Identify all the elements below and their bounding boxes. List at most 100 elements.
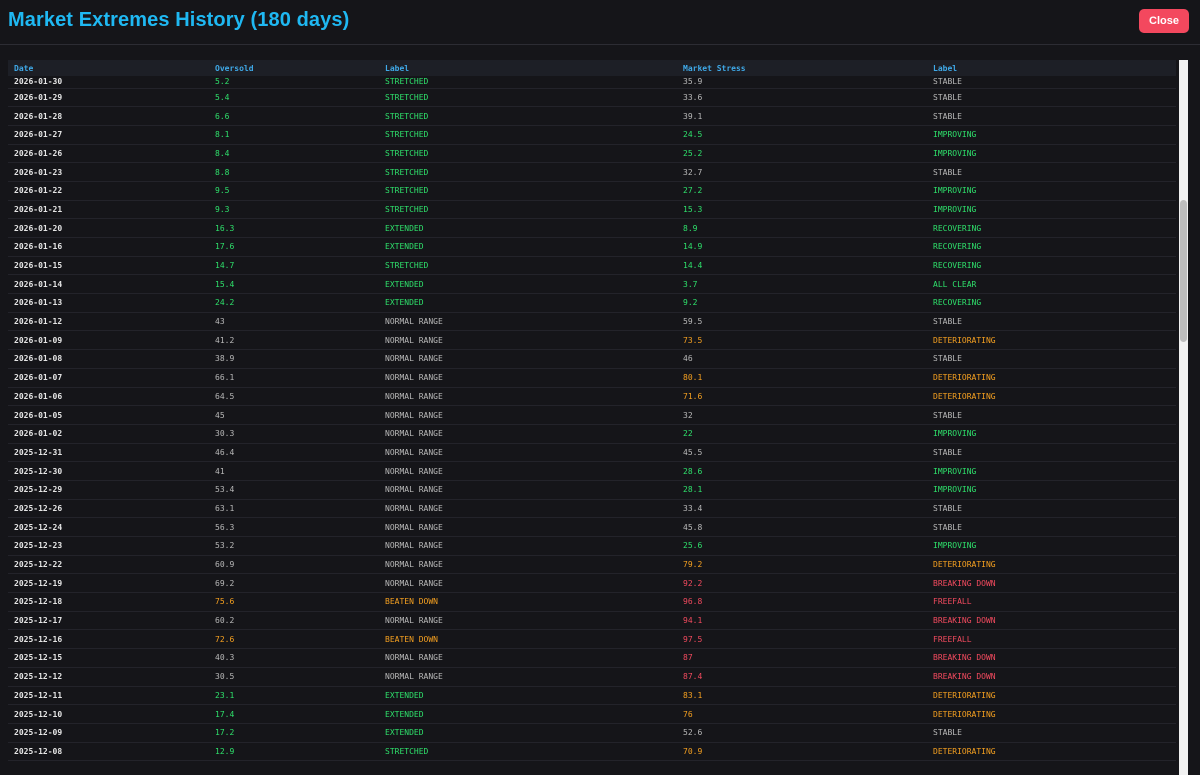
table-body: 2026-01-30 5.2 STRETCHED 35.9 STABLE 2026-01-… <box>8 76 1176 761</box>
date-cell: 2026-01-23 <box>14 167 63 177</box>
table-row: 2026-01-26 8.4 STRETCHED 25.2 IMPROVING <box>8 144 1176 163</box>
date-cell: 2025-12-26 <box>14 503 63 513</box>
vertical-scrollbar[interactable] <box>1179 60 1188 775</box>
oversold-label-cell: NORMAL RANGE <box>385 578 443 588</box>
table-row: 2025-12-31 46.4 NORMAL RANGE 45.5 STABLE <box>8 443 1176 462</box>
table-row: 2025-12-15 40.3 NORMAL RANGE 87 BREAKING DOW… <box>8 649 1176 668</box>
oversold-label-cell: NORMAL RANGE <box>385 522 443 532</box>
close-button[interactable]: Close <box>1139 9 1189 33</box>
stress-label-cell: IMPROVING <box>933 130 977 140</box>
table-row: 2026-01-16 17.6 EXTENDED 14.9 RECOVERING <box>8 238 1176 257</box>
oversold-label-cell: STRETCHED <box>385 111 429 121</box>
date-cell: 2026-01-20 <box>14 223 63 233</box>
oversold-label-cell: STRETCHED <box>385 167 429 177</box>
market-stress-cell: 94.1 <box>683 616 703 626</box>
oversold-label-cell: EXTENDED <box>385 728 424 738</box>
table-row: 2025-12-11 23.1 EXTENDED 83.1 DETERIORATING <box>8 686 1176 705</box>
table-row: 2025-12-30 41 NORMAL RANGE 28.6 IMPROVING <box>8 462 1176 481</box>
stress-label-cell: STABLE <box>933 410 962 420</box>
stress-label-cell: STABLE <box>933 447 962 457</box>
table-row: 2025-12-09 17.2 EXTENDED 52.6 STABLE <box>8 723 1176 743</box>
market-stress-cell: 24.5 <box>683 130 703 140</box>
market-stress-cell: 14.9 <box>683 242 703 252</box>
column-header-oversold[interactable]: Oversold <box>215 63 254 73</box>
column-header-oversold-label[interactable]: Label <box>385 63 410 73</box>
stress-label-cell: STABLE <box>933 317 962 327</box>
oversold-label-cell: NORMAL RANGE <box>385 429 443 439</box>
date-cell: 2025-12-29 <box>14 485 63 495</box>
oversold-cell: 17.6 <box>215 242 235 252</box>
date-cell: 2025-12-08 <box>14 746 63 756</box>
oversold-label-cell: STRETCHED <box>385 92 429 102</box>
oversold-label-cell: NORMAL RANGE <box>385 373 443 383</box>
stress-label-cell: RECOVERING <box>933 223 982 233</box>
oversold-label-cell: NORMAL RANGE <box>385 391 443 401</box>
stress-label-cell: RECOVERING <box>933 298 982 308</box>
date-cell: 2026-01-09 <box>14 335 63 345</box>
stress-label-cell: ALL CLEAR <box>933 279 977 289</box>
stress-label-cell: STABLE <box>933 111 962 121</box>
history-table-container: Date Oversold Label Market Stress Label … <box>8 60 1176 775</box>
stress-label-cell: DETERIORATING <box>933 690 996 700</box>
oversold-cell: 60.9 <box>215 560 235 570</box>
market-stress-cell: 76 <box>683 709 693 719</box>
oversold-cell: 56.3 <box>215 522 235 532</box>
market-stress-cell: 3.7 <box>683 279 698 289</box>
market-stress-cell: 73.5 <box>683 335 703 345</box>
table-row: 2026-01-08 38.9 NORMAL RANGE 46 STABLE <box>8 350 1176 369</box>
column-header-market-stress[interactable]: Market Stress <box>683 63 746 73</box>
oversold-cell: 30.3 <box>215 429 235 439</box>
table-row: 2026-01-07 66.1 NORMAL RANGE 80.1 DETERIORAT… <box>8 368 1176 387</box>
date-cell: 2026-01-06 <box>14 391 63 401</box>
market-stress-cell: 8.9 <box>683 223 698 233</box>
date-cell: 2026-01-02 <box>14 429 63 439</box>
market-stress-cell: 32.7 <box>683 167 703 177</box>
date-cell: 2025-12-12 <box>14 672 63 682</box>
date-cell: 2026-01-16 <box>14 242 63 252</box>
market-stress-cell: 33.6 <box>683 92 703 102</box>
oversold-cell: 53.2 <box>215 541 235 551</box>
oversold-cell: 14.7 <box>215 261 235 271</box>
date-cell: 2026-01-07 <box>14 373 63 383</box>
table-row: 2026-01-13 24.2 EXTENDED 9.2 RECOVERING <box>8 294 1176 313</box>
market-stress-cell: 46 <box>683 354 693 364</box>
oversold-cell: 9.3 <box>215 204 230 214</box>
scrollbar-thumb[interactable] <box>1180 200 1187 342</box>
stress-label-cell: BREAKING DOWN <box>933 672 996 682</box>
date-cell: 2026-01-14 <box>14 279 63 289</box>
oversold-cell: 66.1 <box>215 373 235 383</box>
stress-label-cell: IMPROVING <box>933 148 977 158</box>
table-row: 2026-01-23 8.8 STRETCHED 32.7 STABLE <box>8 163 1176 182</box>
market-stress-cell: 9.2 <box>683 298 698 308</box>
stress-label-cell: STABLE <box>933 503 962 513</box>
date-cell: 2025-12-09 <box>14 728 63 738</box>
market-stress-cell: 33.4 <box>683 503 703 513</box>
oversold-cell: 41.2 <box>215 335 235 345</box>
stress-label-cell: DETERIORATING <box>933 746 996 756</box>
table-row: 2026-01-27 8.1 STRETCHED 24.5 IMPROVING <box>8 125 1176 145</box>
date-cell: 2025-12-11 <box>14 690 63 700</box>
oversold-cell: 38.9 <box>215 354 235 364</box>
oversold-cell: 5.2 <box>215 77 230 87</box>
date-cell: 2025-12-31 <box>14 447 63 457</box>
oversold-label-cell: STRETCHED <box>385 148 429 158</box>
table-row: 2026-01-28 6.6 STRETCHED 39.1 STABLE <box>8 107 1176 126</box>
oversold-cell: 23.1 <box>215 690 235 700</box>
market-stress-cell: 35.9 <box>683 77 703 87</box>
stress-label-cell: STABLE <box>933 354 962 364</box>
column-header-date[interactable]: Date <box>14 63 34 73</box>
oversold-label-cell: STRETCHED <box>385 204 429 214</box>
table-header-row: Date Oversold Label Market Stress Label <box>8 60 1176 76</box>
oversold-cell: 41 <box>215 466 225 476</box>
oversold-cell: 72.6 <box>215 634 235 644</box>
date-cell: 2025-12-17 <box>14 616 63 626</box>
oversold-cell: 53.4 <box>215 485 235 495</box>
oversold-label-cell: EXTENDED <box>385 242 424 252</box>
oversold-label-cell: NORMAL RANGE <box>385 354 443 364</box>
oversold-label-cell: NORMAL RANGE <box>385 335 443 345</box>
column-header-stress-label[interactable]: Label <box>933 63 958 73</box>
date-cell: 2025-12-24 <box>14 522 63 532</box>
oversold-label-cell: EXTENDED <box>385 279 424 289</box>
stress-label-cell: DETERIORATING <box>933 335 996 345</box>
oversold-label-cell: NORMAL RANGE <box>385 485 443 495</box>
